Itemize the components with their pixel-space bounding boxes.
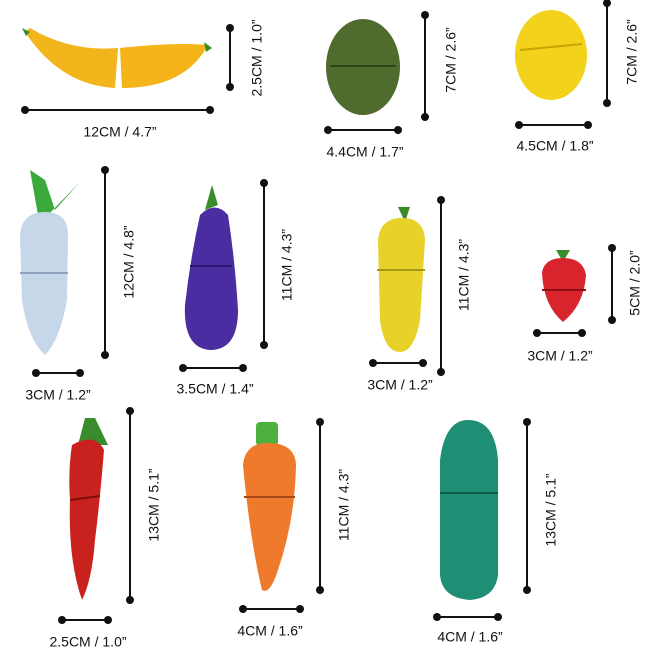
- dim-dot: [324, 126, 332, 134]
- width-label: 3CM / 1.2”: [25, 387, 91, 403]
- dim-dot: [515, 121, 523, 129]
- strawberry: [542, 250, 586, 322]
- lemon: [515, 10, 587, 100]
- width-label: 4CM / 1.6”: [437, 629, 503, 645]
- dim-dot: [494, 613, 502, 621]
- dim-dot: [584, 121, 592, 129]
- dim-dot: [419, 359, 427, 367]
- dim-dot: [578, 329, 586, 337]
- width-label: 12CM / 4.7”: [83, 124, 156, 140]
- corn: [377, 207, 425, 352]
- cucumber: [440, 420, 498, 600]
- banana: [22, 28, 212, 88]
- height-label: 11CM / 4.3”: [279, 229, 295, 301]
- dim-dot: [206, 106, 214, 114]
- width-label: 4.4CM / 1.7”: [326, 144, 403, 160]
- width-label: 3.5CM / 1.4”: [176, 381, 253, 397]
- dim-dot: [603, 99, 611, 107]
- dim-dot: [32, 369, 40, 377]
- dim-dot: [603, 0, 611, 7]
- height-label: 11CM / 4.3”: [456, 239, 472, 311]
- dim-dot: [179, 364, 187, 372]
- dim-dot: [58, 616, 66, 624]
- height-label: 2.5CM / 1.0”: [249, 19, 265, 96]
- dim-dot: [316, 418, 324, 426]
- eggplant: [184, 185, 238, 350]
- height-label: 5CM / 2.0”: [627, 250, 643, 316]
- dim-dot: [239, 605, 247, 613]
- dim-dot: [394, 126, 402, 134]
- dim-dot: [239, 364, 247, 372]
- dim-dot: [21, 106, 29, 114]
- dimensions: 12CM / 4.7” 2.5CM / 1.0” 4.4CM / 1.7” 7CM /…: [21, 0, 643, 650]
- width-label: 3CM / 1.2”: [367, 377, 433, 393]
- dim-dot: [433, 613, 441, 621]
- dim-dot: [369, 359, 377, 367]
- dim-dot: [101, 166, 109, 174]
- height-label: 7CM / 2.6”: [443, 27, 459, 93]
- dim-dot: [316, 586, 324, 594]
- olive: [326, 19, 400, 115]
- dim-dot: [260, 341, 268, 349]
- width-label: 4CM / 1.6”: [237, 623, 303, 639]
- height-label: 11CM / 4.3”: [336, 469, 352, 541]
- dim-dot: [260, 179, 268, 187]
- dim-dot: [608, 316, 616, 324]
- dim-dot: [296, 605, 304, 613]
- dim-dot: [421, 11, 429, 19]
- height-label: 13CM / 5.1”: [146, 468, 162, 541]
- height-label: 13CM / 5.1”: [543, 473, 559, 546]
- dim-dot: [437, 196, 445, 204]
- dim-dot: [523, 418, 531, 426]
- carrot: [243, 422, 296, 591]
- height-label: 12CM / 4.8”: [121, 225, 137, 298]
- dim-dot: [126, 596, 134, 604]
- dim-dot: [437, 368, 445, 376]
- dim-dot: [101, 351, 109, 359]
- width-label: 4.5CM / 1.8”: [516, 138, 593, 154]
- height-label: 7CM / 2.6”: [624, 19, 640, 85]
- dim-dot: [421, 113, 429, 121]
- dim-dot: [533, 329, 541, 337]
- width-label: 2.5CM / 1.0”: [49, 634, 126, 650]
- dim-dot: [126, 407, 134, 415]
- dim-dot: [104, 616, 112, 624]
- width-label: 3CM / 1.2”: [527, 348, 593, 364]
- radish: [20, 170, 80, 355]
- dim-dot: [226, 83, 234, 91]
- dim-dot: [608, 244, 616, 252]
- chili: [69, 418, 108, 600]
- dim-dot: [76, 369, 84, 377]
- dim-dot: [523, 586, 531, 594]
- dim-dot: [226, 24, 234, 32]
